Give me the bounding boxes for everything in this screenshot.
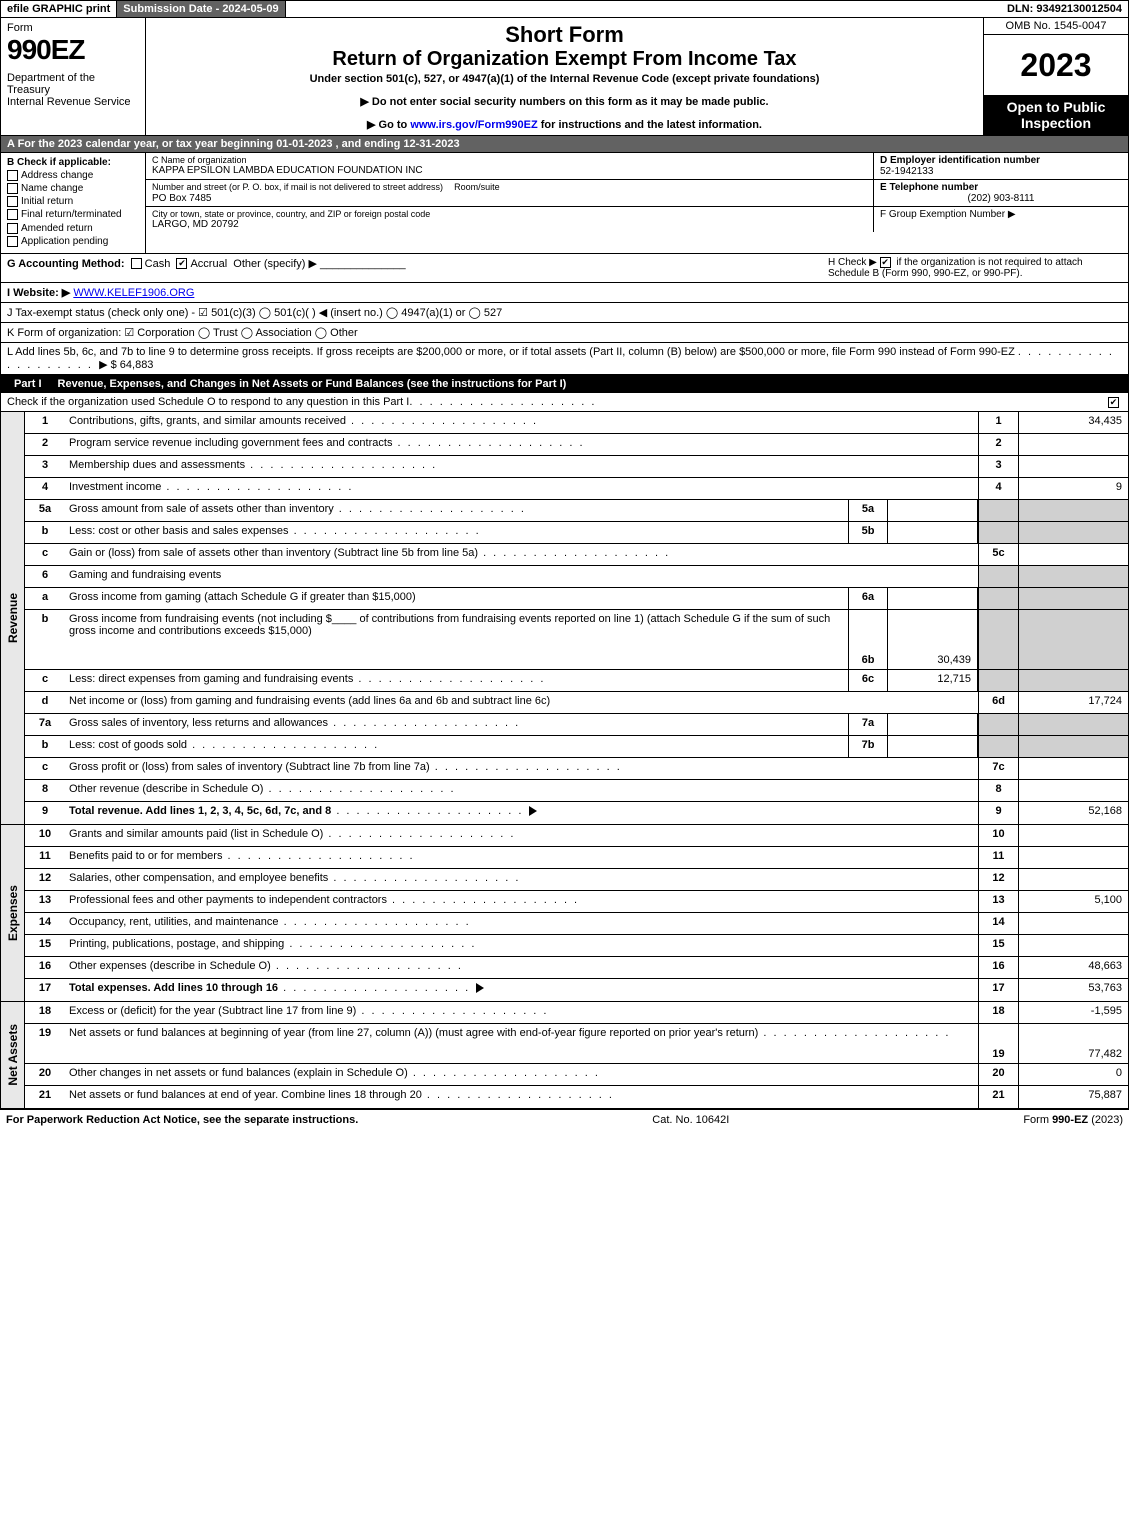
chk-name-change[interactable]: Name change xyxy=(7,183,139,194)
note-ssn: ▶ Do not enter social security numbers o… xyxy=(152,95,977,108)
col-c-to-f: C Name of organization KAPPA EPSILON LAM… xyxy=(146,153,1128,253)
row-i-website: I Website: ▶ WWW.KELEF1906.ORG xyxy=(0,283,1129,303)
line-7a: 7aGross sales of inventory, less returns… xyxy=(25,714,1128,736)
chk-application-pending[interactable]: Application pending xyxy=(7,236,139,247)
side-expenses: Expenses xyxy=(1,825,25,1001)
line-5b: bLess: cost or other basis and sales exp… xyxy=(25,522,1128,544)
chk-final-return[interactable]: Final return/terminated xyxy=(7,209,139,220)
f-group-exemption: F Group Exemption Number ▶ xyxy=(873,207,1128,232)
omb-number: OMB No. 1545-0047 xyxy=(984,18,1128,35)
g-accounting: G Accounting Method: Cash Accrual Other … xyxy=(7,257,822,279)
footer-formref: Form 990-EZ (2023) xyxy=(1023,1114,1123,1126)
title-main: Return of Organization Exempt From Incom… xyxy=(152,48,977,71)
line-11: 11Benefits paid to or for members11 xyxy=(25,847,1128,869)
c-org-name: C Name of organization KAPPA EPSILON LAM… xyxy=(146,153,873,179)
title-sub: Under section 501(c), 527, or 4947(a)(1)… xyxy=(152,73,977,85)
line-5c: cGain or (loss) from sale of assets othe… xyxy=(25,544,1128,566)
line-13: 13Professional fees and other payments t… xyxy=(25,891,1128,913)
form-word: Form xyxy=(7,22,139,34)
line-17: 17Total expenses. Add lines 10 through 1… xyxy=(25,979,1128,1001)
line-20: 20Other changes in net assets or fund ba… xyxy=(25,1064,1128,1086)
arrow-icon xyxy=(529,806,537,816)
tax-year: 2023 xyxy=(984,35,1128,95)
b-header: B Check if applicable: xyxy=(7,157,139,168)
line-4: 4Investment income49 xyxy=(25,478,1128,500)
part1-label: Part I xyxy=(6,378,50,390)
row-l-gross-receipts: L Add lines 5b, 6c, and 7b to line 9 to … xyxy=(0,343,1129,375)
org-name: KAPPA EPSILON LAMBDA EDUCATION FOUNDATIO… xyxy=(152,165,867,176)
page-footer: For Paperwork Reduction Act Notice, see … xyxy=(0,1109,1129,1130)
row-k-org-form: K Form of organization: ☑ Corporation ◯ … xyxy=(0,323,1129,343)
form-title-block: Short Form Return of Organization Exempt… xyxy=(146,18,983,135)
address-value: PO Box 7485 xyxy=(152,193,867,204)
footer-paperwork: For Paperwork Reduction Act Notice, see … xyxy=(6,1114,358,1126)
dln: DLN: 93492130012504 xyxy=(1001,1,1128,17)
line-5a: 5aGross amount from sale of assets other… xyxy=(25,500,1128,522)
form-id-block: Form 990EZ Department of the Treasury In… xyxy=(1,18,146,135)
arrow-icon xyxy=(476,983,484,993)
line-18: 18Excess or (deficit) for the year (Subt… xyxy=(25,1002,1128,1024)
title-short-form: Short Form xyxy=(152,22,977,48)
part1-sub: Check if the organization used Schedule … xyxy=(0,393,1129,412)
line-9: 9Total revenue. Add lines 1, 2, 3, 4, 5c… xyxy=(25,802,1128,824)
line-3: 3Membership dues and assessments3 xyxy=(25,456,1128,478)
part1-title: Revenue, Expenses, and Changes in Net As… xyxy=(58,378,567,390)
line-6b: bGross income from fundraising events (n… xyxy=(25,610,1128,670)
h-schedule-b: H Check ▶ if the organization is not req… xyxy=(822,257,1122,279)
side-revenue: Revenue xyxy=(1,412,25,824)
block-b-to-f: B Check if applicable: Address change Na… xyxy=(0,153,1129,254)
form-meta-block: OMB No. 1545-0047 2023 Open to Public In… xyxy=(983,18,1128,135)
line-8: 8Other revenue (describe in Schedule O)8 xyxy=(25,780,1128,802)
line-7c: cGross profit or (loss) from sales of in… xyxy=(25,758,1128,780)
line-19: 19Net assets or fund balances at beginni… xyxy=(25,1024,1128,1064)
line-7b: bLess: cost of goods sold7b xyxy=(25,736,1128,758)
section-expenses: Expenses 10Grants and similar amounts pa… xyxy=(0,825,1129,1002)
col-b: B Check if applicable: Address change Na… xyxy=(1,153,146,253)
line-16: 16Other expenses (describe in Schedule O… xyxy=(25,957,1128,979)
phone-value: (202) 903-8111 xyxy=(880,193,1122,204)
c-address: Number and street (or P. O. box, if mail… xyxy=(146,180,873,206)
line-10: 10Grants and similar amounts paid (list … xyxy=(25,825,1128,847)
line-14: 14Occupancy, rent, utilities, and mainte… xyxy=(25,913,1128,935)
footer-catno: Cat. No. 10642I xyxy=(652,1114,729,1126)
open-public: Open to Public Inspection xyxy=(984,95,1128,135)
e-phone: E Telephone number (202) 903-8111 xyxy=(873,180,1128,206)
department: Department of the Treasury Internal Reve… xyxy=(7,72,139,108)
section-net-assets: Net Assets 18Excess or (deficit) for the… xyxy=(0,1002,1129,1109)
row-a-tax-year: A For the 2023 calendar year, or tax yea… xyxy=(0,136,1129,153)
line-15: 15Printing, publications, postage, and s… xyxy=(25,935,1128,957)
row-j-tax-exempt: J Tax-exempt status (check only one) - ☑… xyxy=(0,303,1129,323)
form-number: 990EZ xyxy=(7,34,139,66)
line-2: 2Program service revenue including gover… xyxy=(25,434,1128,456)
form-header: Form 990EZ Department of the Treasury In… xyxy=(0,18,1129,136)
line-21: 21Net assets or fund balances at end of … xyxy=(25,1086,1128,1108)
irs-link[interactable]: www.irs.gov/Form990EZ xyxy=(410,119,537,131)
note-link: ▶ Go to www.irs.gov/Form990EZ for instru… xyxy=(152,118,977,131)
part1-header: Part I Revenue, Expenses, and Changes in… xyxy=(0,375,1129,393)
chk-initial-return[interactable]: Initial return xyxy=(7,196,139,207)
line-6c: cLess: direct expenses from gaming and f… xyxy=(25,670,1128,692)
website-link[interactable]: WWW.KELEF1906.ORG xyxy=(73,287,194,299)
section-revenue: Revenue 1Contributions, gifts, grants, a… xyxy=(0,412,1129,825)
line-12: 12Salaries, other compensation, and empl… xyxy=(25,869,1128,891)
line-6d: dNet income or (loss) from gaming and fu… xyxy=(25,692,1128,714)
side-net-assets: Net Assets xyxy=(1,1002,25,1108)
d-ein: D Employer identification number 52-1942… xyxy=(873,153,1128,179)
part1-schedule-o-check[interactable] xyxy=(1108,397,1119,408)
line-1: 1Contributions, gifts, grants, and simil… xyxy=(25,412,1128,434)
header-bar: efile GRAPHIC print Submission Date - 20… xyxy=(0,0,1129,18)
submission-date: Submission Date - 2024-05-09 xyxy=(117,1,285,17)
c-city: City or town, state or province, country… xyxy=(146,207,873,232)
chk-amended-return[interactable]: Amended return xyxy=(7,223,139,234)
line-6: 6Gaming and fundraising events xyxy=(25,566,1128,588)
chk-address-change[interactable]: Address change xyxy=(7,170,139,181)
efile-label: efile GRAPHIC print xyxy=(1,1,117,17)
ein-value: 52-1942133 xyxy=(880,166,1122,177)
line-6a: aGross income from gaming (attach Schedu… xyxy=(25,588,1128,610)
city-value: LARGO, MD 20792 xyxy=(152,219,867,230)
row-g-h: G Accounting Method: Cash Accrual Other … xyxy=(0,254,1129,283)
